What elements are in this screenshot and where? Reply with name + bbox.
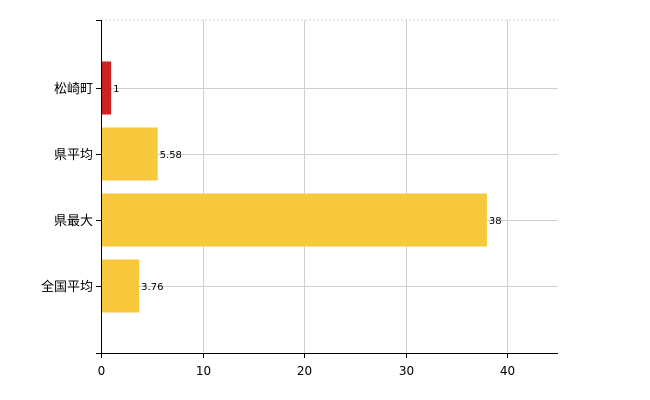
gridlines	[101, 19, 558, 353]
y-tick-label: 松崎町	[54, 82, 93, 97]
bars	[101, 61, 487, 313]
x-tick-label: 40	[500, 364, 515, 378]
x-tick-label: 30	[399, 364, 414, 378]
y-tick-label: 全国平均	[41, 279, 93, 295]
bar	[101, 61, 112, 115]
x-tick-label: 0	[98, 364, 106, 378]
data-label: 5.58	[160, 150, 182, 161]
x-tick-label: 10	[196, 364, 211, 378]
data-label: 1	[113, 84, 119, 95]
bar	[101, 193, 487, 247]
y-tick-label: 県最大	[54, 214, 93, 229]
bar	[101, 127, 158, 181]
data-label: 38	[489, 216, 502, 227]
bar	[101, 259, 140, 313]
axes	[96, 20, 558, 358]
y-tick-label: 県平均	[54, 148, 93, 163]
x-tick-label: 20	[297, 364, 312, 378]
data-label: 3.76	[141, 282, 163, 293]
